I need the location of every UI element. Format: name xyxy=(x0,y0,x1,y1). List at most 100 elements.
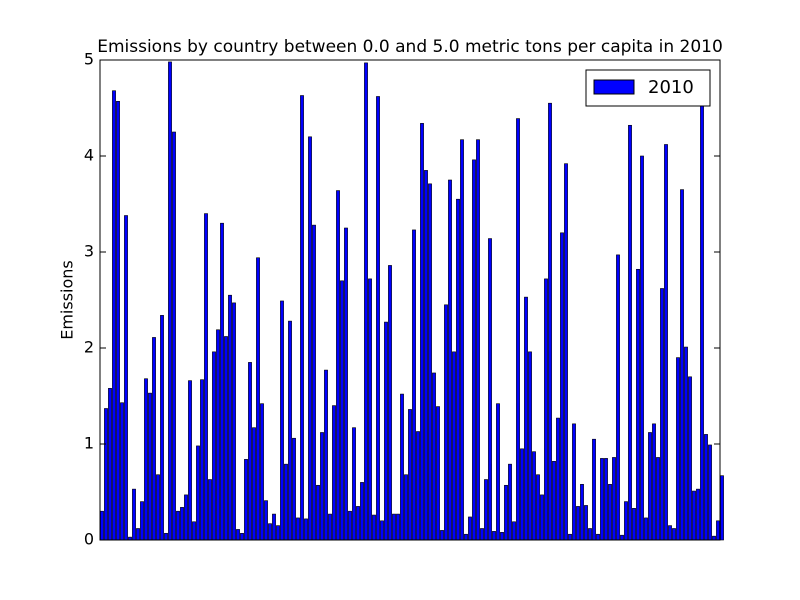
bar xyxy=(496,403,500,541)
bar xyxy=(720,475,724,541)
bar xyxy=(528,351,532,541)
bar xyxy=(484,479,488,541)
bar xyxy=(272,513,276,541)
bar xyxy=(396,513,400,541)
bar xyxy=(236,529,240,541)
bar xyxy=(512,521,516,541)
bar xyxy=(532,451,536,541)
bar xyxy=(472,159,476,541)
bar xyxy=(332,405,336,541)
bar xyxy=(516,118,520,541)
y-tick-label: 0 xyxy=(84,530,94,549)
bar xyxy=(692,490,696,541)
bar xyxy=(432,372,436,541)
bar xyxy=(160,315,164,541)
bar xyxy=(600,458,604,541)
bar xyxy=(612,457,616,541)
chart-title: Emissions by country between 0.0 and 5.0… xyxy=(97,37,723,57)
bar xyxy=(464,533,468,541)
bar xyxy=(712,535,716,541)
bar xyxy=(312,224,316,541)
bar xyxy=(384,321,388,541)
bar xyxy=(192,521,196,541)
bar xyxy=(548,102,552,541)
bar xyxy=(344,227,348,541)
bar xyxy=(576,506,580,541)
bar xyxy=(120,402,124,541)
bar xyxy=(212,351,216,541)
bar xyxy=(304,518,308,541)
bar xyxy=(140,501,144,541)
legend-swatch xyxy=(593,79,635,95)
bar xyxy=(428,183,432,541)
bar xyxy=(368,278,372,541)
bar xyxy=(288,320,292,541)
bar xyxy=(360,482,364,541)
bar xyxy=(100,510,104,541)
bar xyxy=(588,528,592,541)
plot-frame xyxy=(99,59,721,541)
bar xyxy=(400,393,404,541)
bar xyxy=(372,514,376,541)
bar xyxy=(700,88,704,541)
bar xyxy=(420,123,424,541)
bar xyxy=(696,488,700,541)
bar xyxy=(284,463,288,541)
bar xyxy=(664,144,668,541)
bar xyxy=(404,474,408,541)
bar xyxy=(584,505,588,541)
bar xyxy=(144,378,148,541)
bar xyxy=(412,229,416,541)
bar xyxy=(388,265,392,541)
bar xyxy=(716,520,720,541)
bar xyxy=(648,432,652,541)
bar xyxy=(156,474,160,541)
bar xyxy=(680,189,684,541)
bar xyxy=(592,438,596,541)
bar xyxy=(116,100,120,541)
bar xyxy=(132,488,136,541)
bar xyxy=(508,463,512,541)
bar xyxy=(656,457,660,541)
bar xyxy=(524,296,528,541)
bar xyxy=(444,304,448,541)
bar xyxy=(704,434,708,541)
bar xyxy=(440,530,444,541)
bar xyxy=(572,423,576,541)
bar xyxy=(296,517,300,541)
bar xyxy=(292,437,296,541)
bar xyxy=(636,268,640,541)
bar xyxy=(224,336,228,541)
bar xyxy=(620,534,624,541)
bar xyxy=(408,409,412,541)
bar xyxy=(416,431,420,541)
bar xyxy=(628,124,632,541)
bar xyxy=(552,460,556,541)
bar xyxy=(228,294,232,541)
bar xyxy=(424,170,428,541)
bar xyxy=(500,532,504,541)
bar xyxy=(340,280,344,541)
bar xyxy=(336,190,340,541)
y-tick-label: 4 xyxy=(84,146,94,165)
y-tick-label: 5 xyxy=(84,50,94,69)
bar xyxy=(632,508,636,541)
bar xyxy=(348,510,352,541)
bar xyxy=(112,90,116,541)
bar xyxy=(668,525,672,541)
bar xyxy=(104,408,108,541)
bar xyxy=(320,432,324,541)
bar xyxy=(660,288,664,541)
bar xyxy=(152,337,156,541)
bar xyxy=(280,300,284,541)
bar xyxy=(252,427,256,541)
bar xyxy=(568,533,572,541)
bar xyxy=(492,531,496,541)
bar xyxy=(268,523,272,541)
bar xyxy=(308,136,312,541)
bar xyxy=(148,392,152,541)
bar xyxy=(488,238,492,541)
bar xyxy=(176,510,180,541)
bar xyxy=(240,532,244,541)
